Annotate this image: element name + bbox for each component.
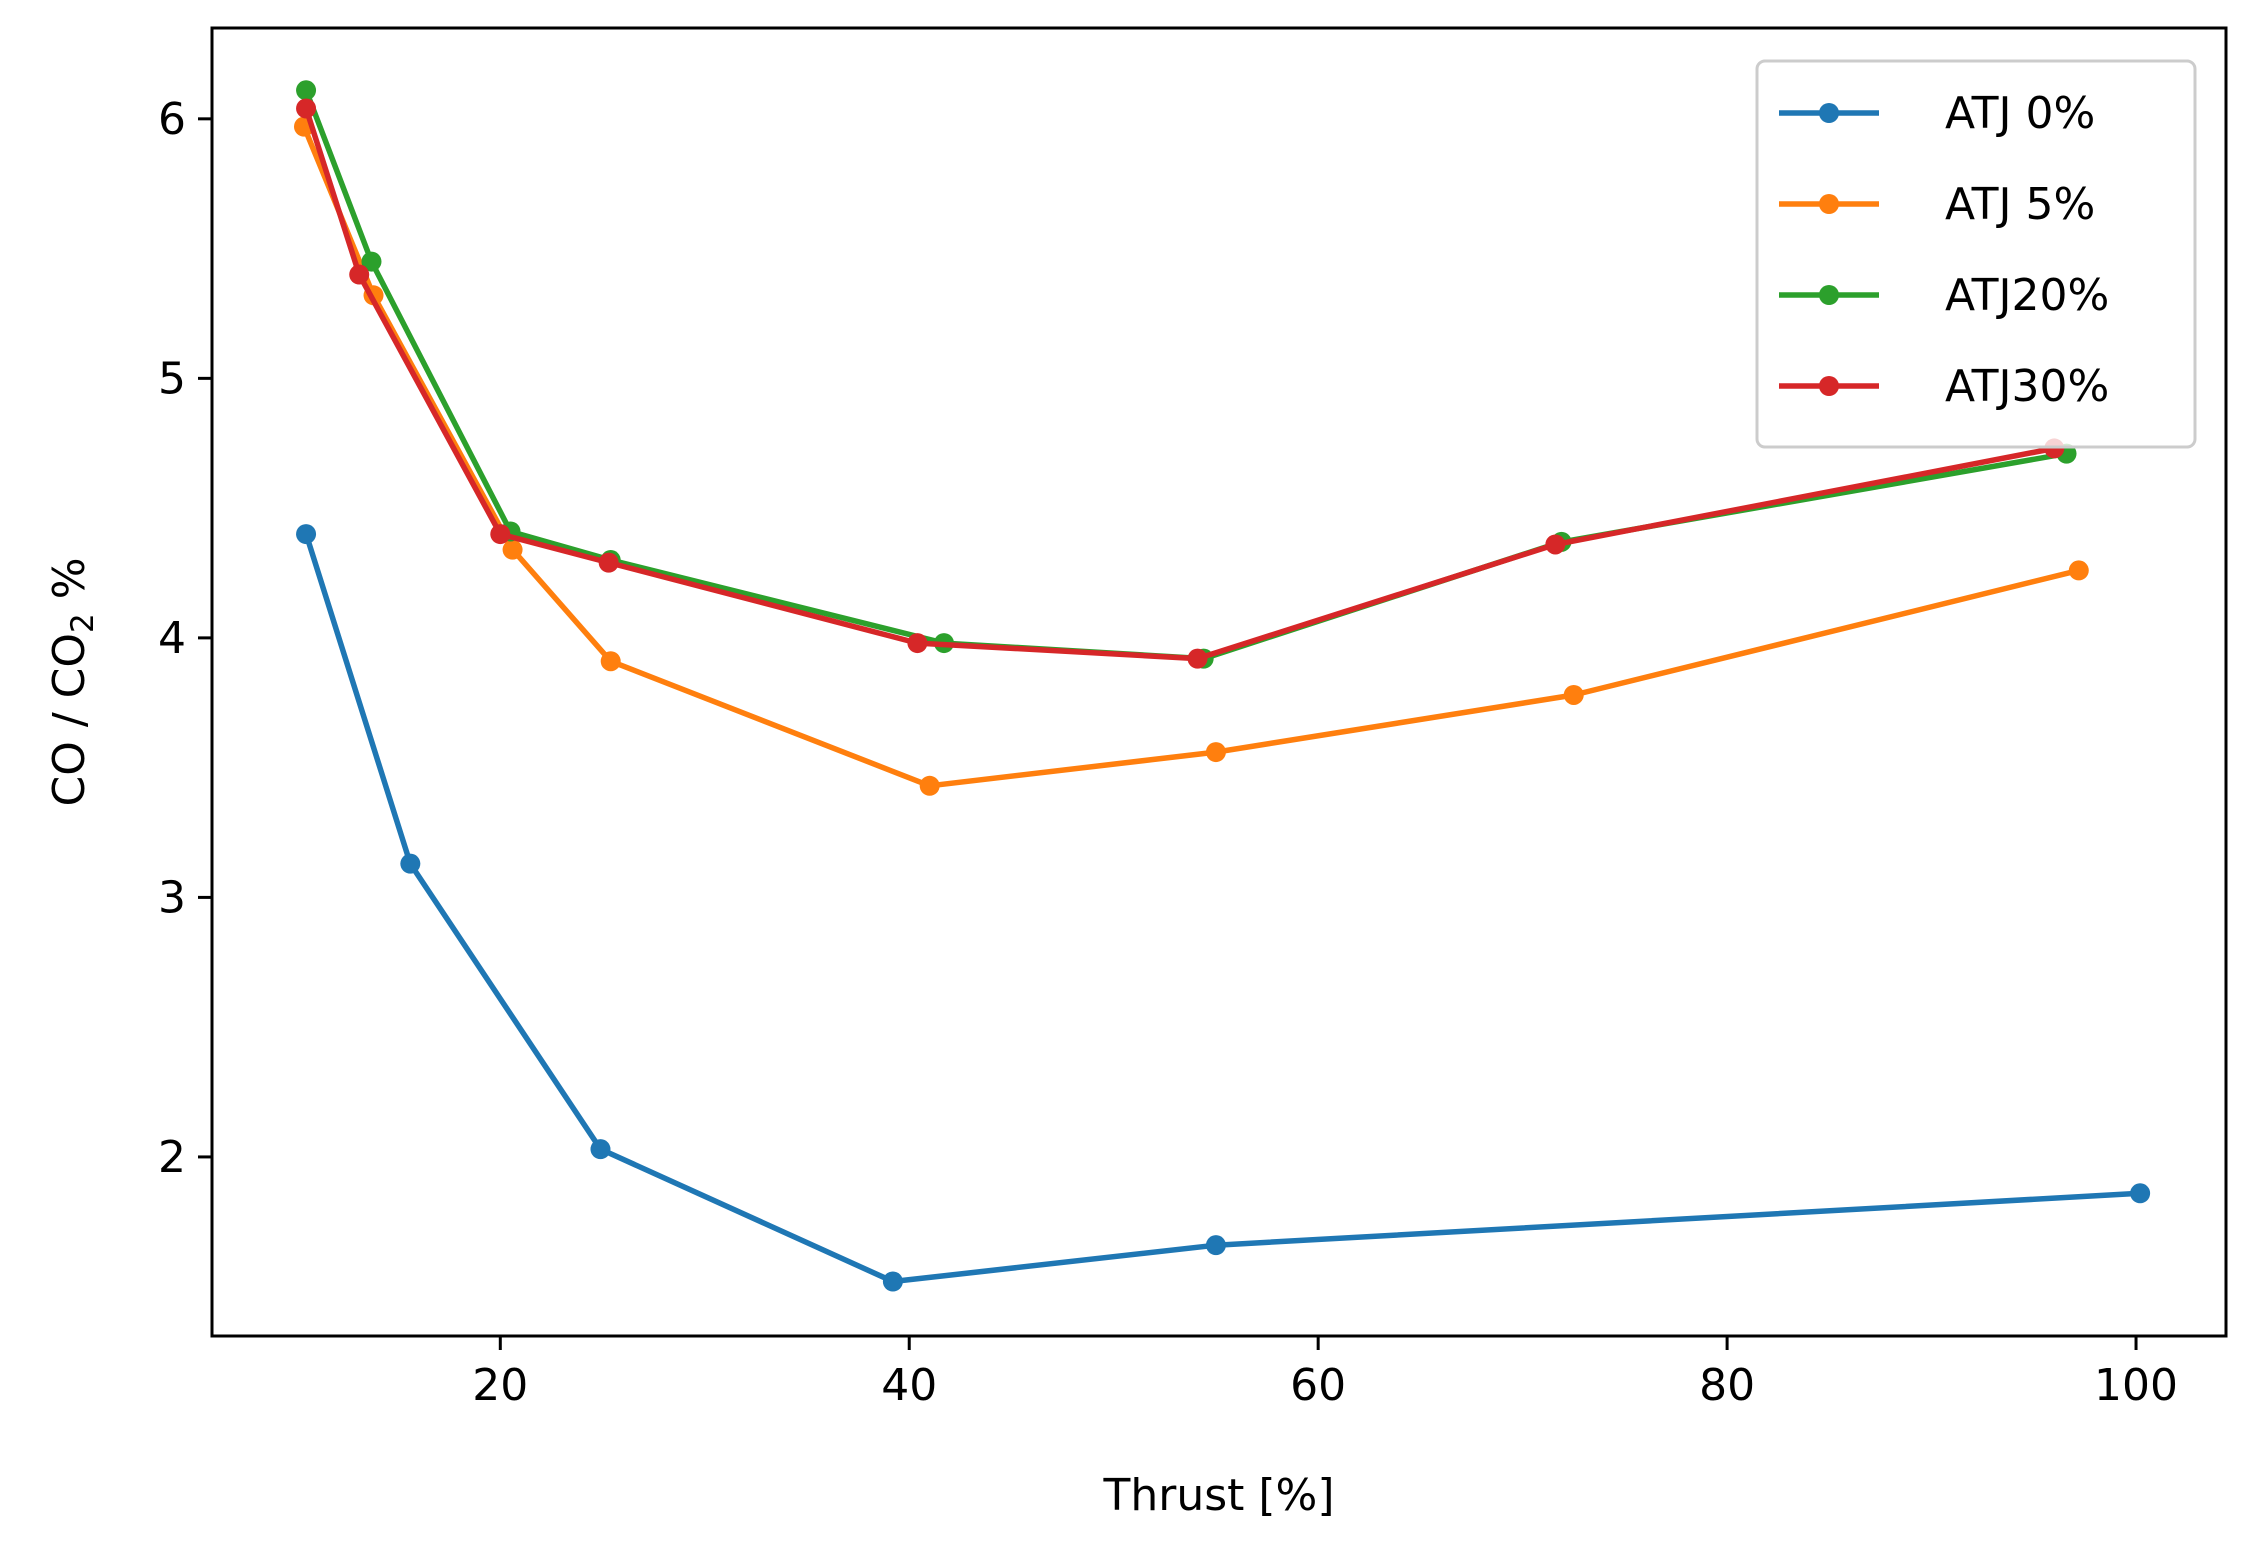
legend-label: ATJ20% bbox=[1945, 270, 2109, 321]
data-point bbox=[907, 633, 928, 654]
data-point bbox=[2130, 1183, 2151, 1204]
data-point bbox=[296, 524, 317, 545]
y-axis-title-suffix: % bbox=[44, 557, 95, 613]
x-axis-title: Thrust [%] bbox=[1102, 1470, 1334, 1521]
x-tick-label: 100 bbox=[2094, 1360, 2178, 1411]
y-tick-label: 4 bbox=[158, 613, 186, 664]
data-point bbox=[349, 264, 370, 285]
data-point bbox=[296, 80, 317, 101]
legend-swatch-marker bbox=[1819, 194, 1839, 214]
legend-item: ATJ 5% bbox=[1779, 179, 2095, 230]
data-point bbox=[400, 853, 421, 874]
legend-label: ATJ 0% bbox=[1945, 88, 2095, 139]
data-point bbox=[2068, 560, 2089, 581]
legend-item: ATJ30% bbox=[1779, 361, 2109, 412]
x-tick-label: 80 bbox=[1699, 1360, 1755, 1411]
data-point bbox=[361, 251, 382, 272]
y-tick-label: 3 bbox=[158, 872, 186, 923]
x-tick-label: 60 bbox=[1290, 1360, 1346, 1411]
legend-swatch-marker bbox=[1819, 103, 1839, 123]
series-line bbox=[301, 123, 2082, 789]
y-axis-title-subscript: 2 bbox=[65, 613, 101, 633]
y-axis: 2 3 4 5 6 bbox=[158, 94, 212, 1183]
x-axis: 20 40 60 80 100 bbox=[472, 1336, 2178, 1411]
y-axis-title-main: CO / CO bbox=[44, 633, 95, 807]
y-axis-title: CO / CO2 % bbox=[44, 557, 101, 806]
series-layer bbox=[294, 80, 2151, 1292]
data-point bbox=[600, 651, 621, 672]
data-point bbox=[502, 539, 523, 560]
series-1 bbox=[296, 524, 2151, 1292]
data-point bbox=[1545, 534, 1566, 555]
legend-swatch-marker bbox=[1819, 376, 1839, 396]
y-tick-label: 6 bbox=[158, 94, 186, 145]
plot-frame bbox=[210, 26, 2228, 1338]
x-tick-label: 20 bbox=[472, 1360, 528, 1411]
data-point bbox=[1205, 742, 1226, 763]
series-line bbox=[303, 105, 2057, 662]
legend-item: ATJ 0% bbox=[1779, 88, 2095, 139]
y-tick-label: 5 bbox=[158, 353, 186, 404]
data-point bbox=[882, 1271, 903, 1292]
data-point bbox=[1205, 1235, 1226, 1256]
y-tick-label: 2 bbox=[158, 1132, 186, 1183]
data-point bbox=[1187, 648, 1208, 669]
legend-item: ATJ20% bbox=[1779, 270, 2109, 321]
legend: ATJ 0% ATJ 5% ATJ20% ATJ30% bbox=[1755, 59, 2197, 449]
series-2 bbox=[294, 116, 2089, 796]
legend-label: ATJ 5% bbox=[1945, 179, 2095, 230]
data-point bbox=[296, 98, 317, 119]
series-line bbox=[303, 531, 2143, 1285]
legend-box bbox=[1755, 59, 2197, 449]
data-point bbox=[598, 552, 619, 573]
legend-label: ATJ30% bbox=[1945, 361, 2109, 412]
legend-swatch-marker bbox=[1819, 285, 1839, 305]
data-point bbox=[1563, 684, 1584, 705]
data-point bbox=[919, 775, 940, 796]
data-point bbox=[490, 524, 511, 545]
data-point bbox=[590, 1139, 611, 1160]
x-tick-label: 40 bbox=[881, 1360, 937, 1411]
